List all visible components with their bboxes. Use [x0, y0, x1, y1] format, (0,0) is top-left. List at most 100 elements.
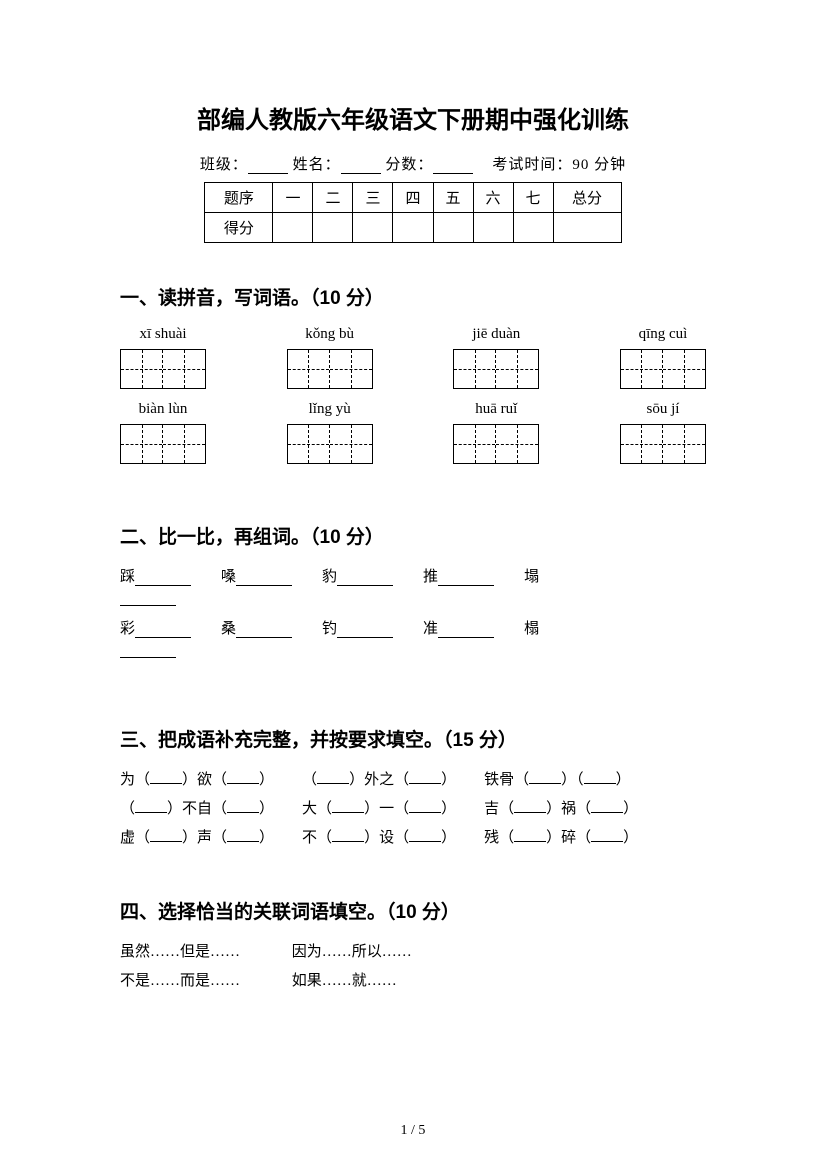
blank — [150, 830, 182, 842]
score-cell — [273, 213, 313, 243]
idiom-item: （）外之（） — [302, 768, 456, 789]
score-cell — [393, 213, 433, 243]
col-header: 六 — [473, 183, 513, 213]
idiom-item: 为（）欲（） — [120, 768, 274, 789]
idiom-item: 大（）一（） — [302, 797, 456, 818]
section4-title: 四、选择恰当的关联词语填空。（10 分） — [120, 897, 706, 924]
idiom-line: 为（）欲（） （）外之（） 铁骨（）（） — [120, 768, 706, 789]
blank — [514, 801, 546, 813]
char: 桑 — [221, 617, 236, 638]
section3: 三、把成语补充完整，并按要求填空。（15 分） 为（）欲（） （）外之（） 铁骨（）… — [120, 725, 706, 847]
score-table: 题序 一 二 三 四 五 六 七 总分 得分 — [204, 182, 621, 243]
char: 推 — [423, 565, 438, 586]
trailing-blank — [120, 644, 176, 658]
score-blank — [433, 160, 473, 174]
char-box — [620, 349, 706, 389]
pinyin-text: xī shuài — [139, 326, 186, 343]
conj-pair: 因为……所以…… — [292, 940, 412, 961]
char-box — [620, 424, 706, 464]
blank — [227, 772, 259, 784]
page-title: 部编人教版六年级语文下册期中强化训练 — [120, 100, 706, 135]
col-header: 七 — [513, 183, 553, 213]
char-box — [120, 424, 206, 464]
blank — [317, 772, 349, 784]
class-blank — [248, 160, 288, 174]
score-label: 分数： — [385, 157, 433, 173]
idiom-item: 虚（）声（） — [120, 826, 274, 847]
blank — [332, 830, 364, 842]
trailing-blank — [120, 592, 176, 606]
pinyin-row: xī shuài kǒng bù jiē duàn qīng cuì — [120, 326, 706, 389]
pinyin-text: biàn lùn — [139, 401, 188, 418]
char-box — [453, 424, 539, 464]
char-box — [287, 424, 373, 464]
col-header: 总分 — [553, 183, 621, 213]
idiom-item: 残（）碎（） — [484, 826, 638, 847]
pinyin-item: qīng cuì — [620, 326, 706, 389]
blank — [409, 801, 441, 813]
char: 榻 — [524, 617, 539, 638]
meta-row: 班级： 姓名： 分数： 考试时间：90 分钟 — [120, 153, 706, 174]
score-cell — [513, 213, 553, 243]
char: 塌 — [524, 565, 539, 586]
blank — [135, 624, 191, 638]
idiom-container: 为（）欲（） （）外之（） 铁骨（）（） （）不自（） 大（）一（） 吉（）祸（） 虚（）声… — [120, 768, 706, 847]
section3-title: 三、把成语补充完整，并按要求填空。（15 分） — [120, 725, 706, 752]
class-label: 班级： — [200, 157, 248, 173]
idiom-item: 吉（）祸（） — [484, 797, 638, 818]
section2: 二、比一比，再组词。（10 分） 踩 嗓 豹 推 塌 彩 桑 钓 准 榻 — [120, 522, 706, 669]
blank — [409, 772, 441, 784]
pinyin-item: sōu jí — [620, 401, 706, 464]
char-box — [287, 349, 373, 389]
table-row: 题序 一 二 三 四 五 六 七 总分 — [205, 183, 621, 213]
idiom-line: 虚（）声（） 不（）设（） 残（）碎（） — [120, 826, 706, 847]
conj-pair: 虽然……但是…… — [120, 940, 240, 961]
char: 嗓 — [221, 565, 236, 586]
char-box — [453, 349, 539, 389]
char: 准 — [423, 617, 438, 638]
col-header: 一 — [273, 183, 313, 213]
section4: 四、选择恰当的关联词语填空。（10 分） 虽然……但是…… 因为……所以…… 不… — [120, 897, 706, 990]
pinyin-text: sōu jí — [647, 401, 680, 418]
idiom-line: （）不自（） 大（）一（） 吉（）祸（） — [120, 797, 706, 818]
pinyin-text: jiē duàn — [472, 326, 520, 343]
blank — [337, 624, 393, 638]
pinyin-item: jiē duàn — [453, 326, 539, 389]
pinyin-text: qīng cuì — [639, 326, 688, 343]
blank — [236, 624, 292, 638]
blank — [227, 830, 259, 842]
pinyin-text: lǐng yù — [309, 401, 351, 418]
idiom-item: 铁骨（）（） — [484, 768, 631, 789]
col-header: 五 — [433, 183, 473, 213]
pinyin-row: biàn lùn lǐng yù huā ruǐ sōu jí — [120, 401, 706, 464]
pinyin-text: huā ruǐ — [475, 401, 517, 418]
blank — [438, 572, 494, 586]
blank — [236, 572, 292, 586]
blank — [409, 830, 441, 842]
blank — [227, 801, 259, 813]
name-blank — [341, 160, 381, 174]
char: 踩 — [120, 565, 135, 586]
section2-title: 二、比一比，再组词。（10 分） — [120, 522, 706, 549]
blank — [150, 772, 182, 784]
blank — [332, 801, 364, 813]
blank — [438, 624, 494, 638]
compare-row: 踩 嗓 豹 推 塌 — [120, 565, 706, 586]
idiom-item: 不（）设（） — [302, 826, 456, 847]
score-cell — [353, 213, 393, 243]
pinyin-text: kǒng bù — [305, 326, 354, 343]
score-cell — [313, 213, 353, 243]
score-cell — [433, 213, 473, 243]
blank — [529, 772, 561, 784]
col-header: 三 — [353, 183, 393, 213]
blank — [591, 801, 623, 813]
char: 豹 — [322, 565, 337, 586]
score-cell — [473, 213, 513, 243]
col-header: 二 — [313, 183, 353, 213]
char-box — [120, 349, 206, 389]
pinyin-item: kǒng bù — [287, 326, 373, 389]
blank — [135, 572, 191, 586]
row-label: 题序 — [205, 183, 273, 213]
idiom-item: （）不自（） — [120, 797, 274, 818]
char: 彩 — [120, 617, 135, 638]
